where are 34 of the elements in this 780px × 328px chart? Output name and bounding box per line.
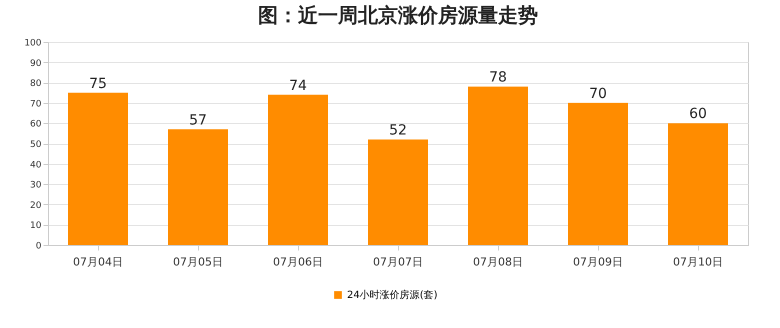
y-tick-label: 20 bbox=[30, 200, 42, 211]
chart-title: 图：近一周北京涨价房源量走势 bbox=[258, 3, 538, 27]
bar bbox=[268, 94, 328, 245]
data-label: 75 bbox=[89, 76, 107, 92]
y-tick-label: 0 bbox=[36, 242, 42, 252]
y-tick-label: 60 bbox=[30, 120, 42, 130]
x-tick-label: 07月10日 bbox=[673, 256, 723, 268]
x-tick-label: 07月09日 bbox=[573, 256, 623, 268]
data-label: 78 bbox=[489, 70, 507, 86]
bar bbox=[668, 123, 728, 245]
y-tick-label: 80 bbox=[30, 79, 42, 90]
legend-label: 24小时涨价房源(套) bbox=[347, 289, 438, 301]
bar bbox=[368, 139, 428, 245]
data-label: 52 bbox=[389, 122, 407, 138]
data-label: 60 bbox=[689, 106, 707, 122]
x-tick-label: 07月04日 bbox=[73, 256, 123, 268]
bar bbox=[68, 92, 128, 245]
data-label: 70 bbox=[589, 86, 607, 102]
y-tick-label: 50 bbox=[30, 140, 42, 150]
x-tick-label: 07月05日 bbox=[173, 256, 223, 268]
y-tick-label: 40 bbox=[30, 160, 42, 170]
data-label: 57 bbox=[189, 112, 207, 128]
x-tick-label: 07月06日 bbox=[273, 256, 323, 268]
data-label: 74 bbox=[289, 78, 307, 94]
bar bbox=[168, 129, 228, 245]
bar bbox=[468, 86, 528, 245]
bar bbox=[568, 102, 628, 245]
x-tick-label: 07月08日 bbox=[473, 256, 523, 268]
y-tick-label: 100 bbox=[24, 38, 42, 48]
y-tick-label: 30 bbox=[30, 180, 42, 191]
x-tick-label: 07月07日 bbox=[373, 256, 423, 268]
y-tick-label: 10 bbox=[30, 221, 42, 232]
y-tick-label: 70 bbox=[30, 99, 42, 110]
y-tick-label: 90 bbox=[30, 58, 42, 69]
